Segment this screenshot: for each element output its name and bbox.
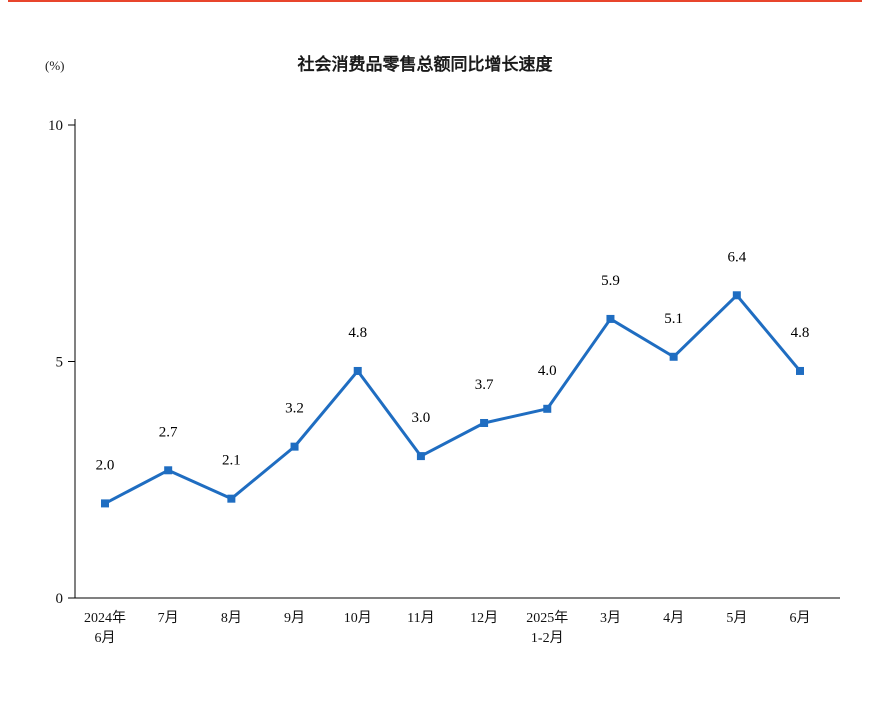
data-point-label: 2.1 (222, 453, 241, 469)
data-point-label: 4.0 (538, 363, 557, 379)
chart-title: 社会消费品零售总额同比增长速度 (297, 54, 554, 74)
x-category-label: 10月 (344, 610, 372, 626)
data-point-label: 4.8 (348, 325, 367, 341)
data-point-label: 5.9 (601, 273, 620, 289)
data-point-marker (480, 418, 489, 427)
data-point-marker (606, 314, 615, 323)
x-category-label: 9月 (284, 610, 305, 626)
data-point-marker (416, 452, 425, 461)
data-point-marker (543, 404, 552, 413)
axes (68, 119, 840, 599)
top-divider (8, 0, 862, 2)
data-point-label: 3.7 (475, 377, 494, 393)
x-category-label: 5月 (726, 610, 747, 626)
data-point-labels: 2.0 2.7 2.1 3.2 4.8 3.0 3.7 4.0 5.9 5.1 6.4 4.8 (96, 249, 810, 473)
data-point-marker (669, 352, 678, 361)
data-point-label: 3.0 (412, 410, 431, 426)
data-point-label: 4.8 (791, 325, 810, 341)
data-point-label: 2.7 (159, 424, 178, 440)
x-category-label: 7月 (158, 610, 179, 626)
data-point-marker (101, 499, 109, 508)
x-category-label: 3月 (600, 610, 621, 626)
data-point-label: 2.0 (96, 457, 115, 473)
data-point-label: 3.2 (285, 401, 304, 417)
y-axis-tick-labels: 0 5 10 (48, 118, 63, 607)
data-series (101, 291, 804, 508)
unit-label: (%) (45, 58, 65, 73)
data-point-marker (290, 442, 299, 451)
data-point-marker (353, 366, 362, 375)
x-category-label: 11月 (407, 610, 434, 626)
x-category-label: 2025年 1-2月 (526, 610, 568, 646)
data-point-marker (796, 366, 804, 375)
data-point-label: 5.1 (664, 311, 683, 327)
x-category-label: 2024年 6月 (84, 610, 126, 646)
data-point-label: 6.4 (727, 249, 746, 265)
series-line (103, 293, 802, 505)
x-category-label: 12月 (470, 610, 498, 626)
y-tick-label: 10 (48, 118, 63, 134)
data-point-marker (732, 291, 741, 300)
y-tick-label: 0 (56, 591, 64, 607)
y-tick-label: 5 (56, 355, 64, 371)
x-axis-category-labels: 2024年 6月 7月 8月 9月 10月 11月 12月 2025年 1-2月 3月 4月 5月 6月 (84, 610, 811, 646)
x-category-label: 8月 (221, 610, 242, 626)
x-category-label: 4月 (663, 610, 684, 626)
data-point-marker (227, 494, 236, 503)
data-point-marker (164, 466, 173, 475)
x-category-label: 6月 (790, 610, 811, 626)
